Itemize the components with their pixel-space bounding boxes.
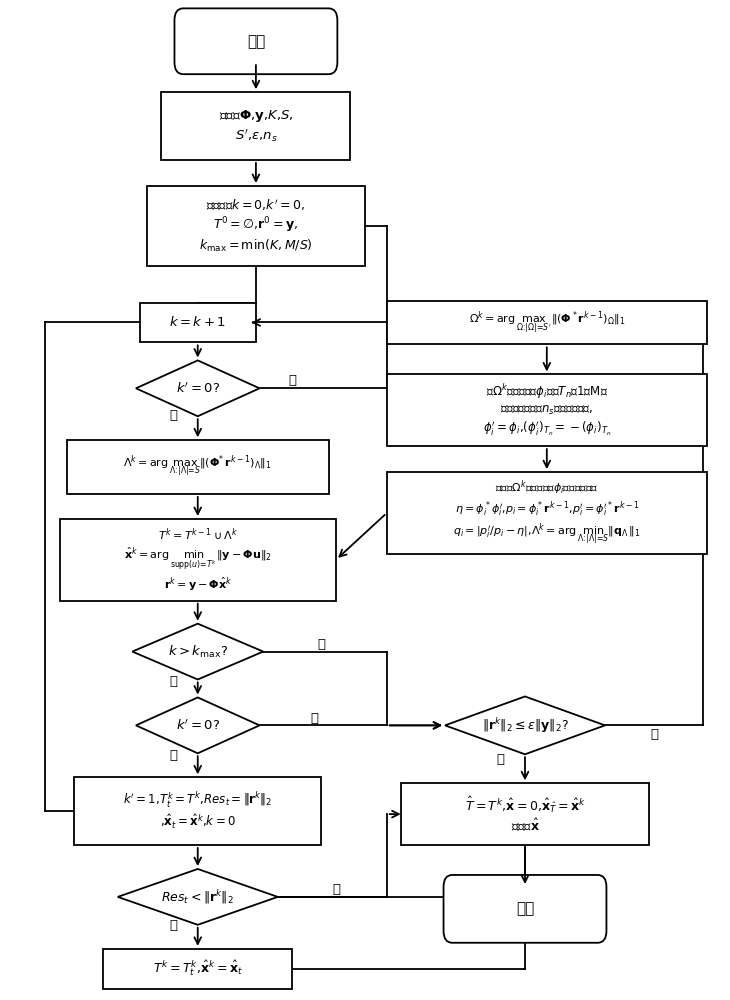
Text: $k'=1$,$T_t^k=T^k$,$Res_t=\|\mathbf{r}^k\|_2$
,$\hat{\mathbf{x}}_t=\hat{\mathbf{: $k'=1$,$T_t^k=T^k$,$Res_t=\|\mathbf{r}^k… xyxy=(123,791,272,831)
Bar xyxy=(67,440,328,494)
Text: $Res_t<\|\mathbf{r}^k\|_2$: $Res_t<\|\mathbf{r}^k\|_2$ xyxy=(161,888,234,906)
Text: 结束: 结束 xyxy=(516,901,534,916)
Text: 否: 否 xyxy=(332,883,340,896)
Polygon shape xyxy=(132,624,264,680)
Bar xyxy=(161,92,350,160)
Text: 输入：$\mathbf{\Phi}$,$\mathbf{y}$,$K$,$S$,
$S'$,$\varepsilon$,$n_s$: 输入：$\mathbf{\Phi}$,$\mathbf{y}$,$K$,$S$,… xyxy=(218,108,293,144)
Text: 对集合$\Omega^k$中每个原子$\phi_i$分别进行计算
$\eta=\phi_i^*\phi_i'$,$p_i=\phi_i^*\mathbf{r}^: 对集合$\Omega^k$中每个原子$\phi_i$分别进行计算 $\eta=\… xyxy=(453,478,641,548)
Text: 是: 是 xyxy=(170,749,177,762)
Text: $k'=0$?: $k'=0$? xyxy=(176,718,220,733)
Bar xyxy=(103,949,292,989)
Text: $\|\mathbf{r}^k\|_2\leq\varepsilon\|\mathbf{y}\|_2$?: $\|\mathbf{r}^k\|_2\leq\varepsilon\|\mat… xyxy=(482,716,569,735)
Bar xyxy=(139,303,256,342)
Text: 初始化：$k=0$,$k'=0$,
$T^0=\varnothing$,$\mathbf{r}^0=\mathbf{y}$,
$k_{\max}=\min(K,: 初始化：$k=0$,$k'=0$, $T^0=\varnothing$,$\ma… xyxy=(199,198,313,254)
Bar xyxy=(402,783,649,845)
Polygon shape xyxy=(445,696,605,754)
Text: 是: 是 xyxy=(170,919,177,932)
Text: 是: 是 xyxy=(170,409,177,422)
Text: 开始: 开始 xyxy=(247,34,265,49)
Bar xyxy=(60,519,336,601)
Text: $\Lambda^k=\arg\max_{\Lambda:|\Lambda|=S}\|(\mathbf{\Phi}^*\mathbf{r}^{k-1})_\La: $\Lambda^k=\arg\max_{\Lambda:|\Lambda|=S… xyxy=(123,454,272,480)
Bar xyxy=(74,777,321,845)
Polygon shape xyxy=(136,360,260,416)
Bar xyxy=(387,374,707,446)
Polygon shape xyxy=(118,869,277,925)
Bar xyxy=(147,186,365,266)
Text: 否: 否 xyxy=(650,728,658,741)
FancyBboxPatch shape xyxy=(174,8,337,74)
Text: 是: 是 xyxy=(496,753,504,766)
FancyBboxPatch shape xyxy=(444,875,607,943)
Text: $\Omega^k=\arg\max_{\Omega:|\Omega|=S'}\|(\mathbf{\Phi}^*\mathbf{r}^{k-1})_\Omeg: $\Omega^k=\arg\max_{\Omega:|\Omega|=S'}\… xyxy=(469,309,625,336)
Bar xyxy=(387,301,707,344)
Text: $T^k=T^{k-1}\cup\Lambda^k$
$\hat{\mathbf{x}}^k=\arg\min_{\mathrm{supp}(u)=T^k}\|: $T^k=T^{k-1}\cup\Lambda^k$ $\hat{\mathbf… xyxy=(124,526,272,594)
Text: 对$\Omega^k$中每个原子$\phi_i$，令$T_n$为1到M个
数中随机选取的$n_s$个元素的集合,
$\phi_i'=\phi_i$,$(\phi: 对$\Omega^k$中每个原子$\phi_i$，令$T_n$为1到M个 数中随… xyxy=(483,382,611,438)
Bar xyxy=(387,472,707,554)
Text: 否: 否 xyxy=(288,374,296,387)
Text: $\hat{T}=T^k$,$\hat{\mathbf{x}}=0$,$\hat{\mathbf{x}}_{\hat{T}}=\hat{\mathbf{x}}^: $\hat{T}=T^k$,$\hat{\mathbf{x}}=0$,$\hat… xyxy=(464,795,585,834)
Text: $k=k+1$: $k=k+1$ xyxy=(169,315,226,329)
Text: $k>k_{\max}$?: $k>k_{\max}$? xyxy=(168,644,228,660)
Text: 否: 否 xyxy=(318,638,326,651)
Polygon shape xyxy=(136,697,260,753)
Text: $k'=0$?: $k'=0$? xyxy=(176,381,220,396)
Text: $T^k=T_t^k$,$\hat{\mathbf{x}}^k=\hat{\mathbf{x}}_t$: $T^k=T_t^k$,$\hat{\mathbf{x}}^k=\hat{\ma… xyxy=(153,959,242,978)
Text: 是: 是 xyxy=(170,675,177,688)
Text: 否: 否 xyxy=(310,712,318,725)
